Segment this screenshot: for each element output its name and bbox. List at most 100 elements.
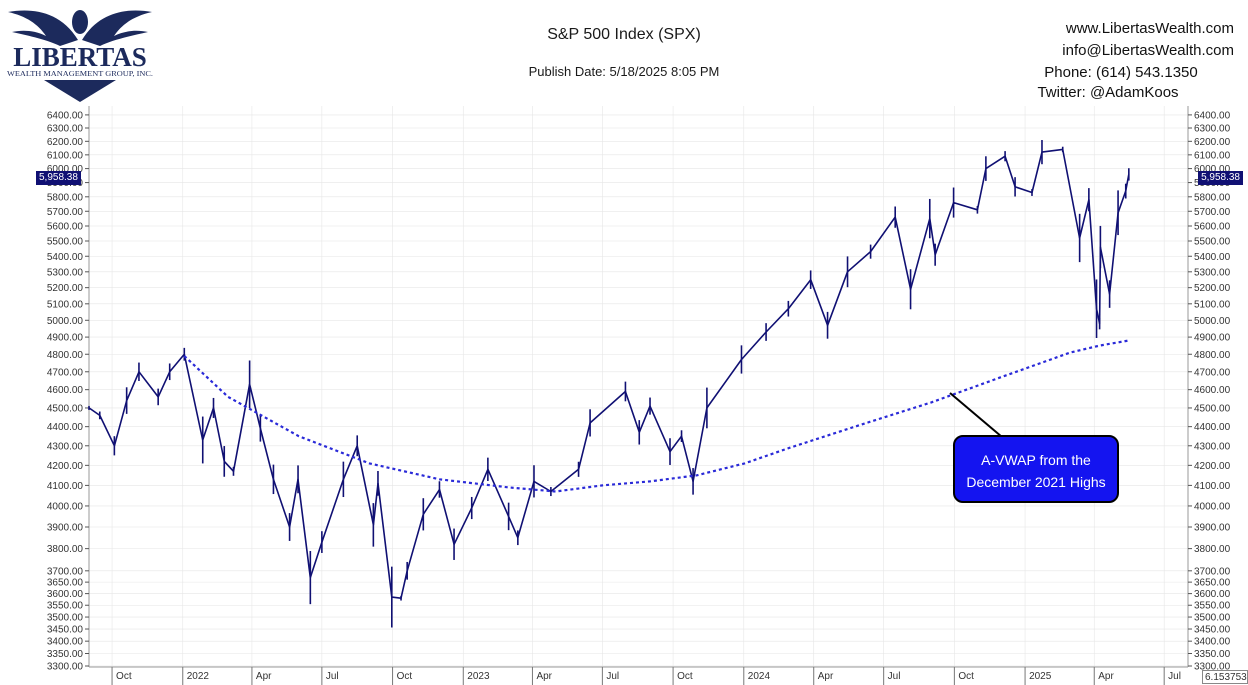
publish-date: Publish Date: 5/18/2025 8:05 PM xyxy=(528,64,720,79)
y-tick-label-right: 5600.00 xyxy=(1194,221,1231,232)
y-tick-label-left: 3800.00 xyxy=(47,544,84,555)
y-tick-label-left: 5800.00 xyxy=(47,192,84,203)
y-tick-label-left: 4900.00 xyxy=(47,333,84,344)
y-tick-label-left: 3650.00 xyxy=(47,578,84,589)
y-tick-label-right: 4800.00 xyxy=(1194,350,1231,361)
y-tick-label-right: 5400.00 xyxy=(1194,252,1231,263)
y-tick-label-left: 6400.00 xyxy=(47,110,84,121)
logo-wordmark: LIBERTAS xyxy=(13,42,147,72)
chart-header: LIBERTAS WEALTH MANAGEMENT GROUP, INC. S… xyxy=(0,0,1248,106)
callout-pointer xyxy=(949,392,1003,438)
y-tick-label-right: 6200.00 xyxy=(1194,137,1231,148)
y-tick-label-left: 4300.00 xyxy=(47,441,84,452)
y-tick-label-left: 4400.00 xyxy=(47,422,84,433)
x-tick-label: Apr xyxy=(536,671,552,682)
x-tick-label: 2025 xyxy=(1029,671,1052,682)
x-tick-label: Oct xyxy=(116,671,132,682)
y-tick-label-right: 6400.00 xyxy=(1194,110,1231,121)
y-tick-label-left: 5200.00 xyxy=(47,283,84,294)
x-tick-label: Apr xyxy=(256,671,272,682)
contact-email[interactable]: info@LibertasWealth.com xyxy=(1062,42,1234,59)
y-tick-label-right: 3800.00 xyxy=(1194,544,1231,555)
corner-value: 6.1537535 xyxy=(1202,670,1248,684)
x-tick-label: Jul xyxy=(606,671,619,682)
y-tick-label-right: 3700.00 xyxy=(1194,566,1231,577)
y-tick-label-left: 5400.00 xyxy=(47,252,84,263)
callout-line-2: December 2021 Highs xyxy=(966,474,1106,490)
y-tick-label-left: 3350.00 xyxy=(47,649,84,660)
contact-twitter[interactable]: Twitter: @AdamKoos xyxy=(1037,84,1179,101)
y-tick-label-left: 4600.00 xyxy=(47,385,84,396)
y-tick-label-left: 3700.00 xyxy=(47,566,84,577)
y-tick-label-right: 4400.00 xyxy=(1194,422,1231,433)
x-tick-label: Jul xyxy=(888,671,901,682)
y-tick-label-right: 4300.00 xyxy=(1194,441,1231,452)
y-tick-label-right: 4200.00 xyxy=(1194,461,1231,472)
y-tick-label-right: 5100.00 xyxy=(1194,299,1231,310)
y-tick-label-left: 3600.00 xyxy=(47,589,84,600)
x-tick-label: Apr xyxy=(818,671,834,682)
y-tick-label-right: 5000.00 xyxy=(1194,316,1231,327)
y-tick-label-right: 3650.00 xyxy=(1194,578,1231,589)
x-tick-label: 2022 xyxy=(187,671,210,682)
y-tick-label-right: 3600.00 xyxy=(1194,589,1231,600)
shield-icon xyxy=(44,80,116,102)
y-tick-label-right: 5800.00 xyxy=(1194,192,1231,203)
y-tick-label-right: 3300.00 xyxy=(1194,662,1231,673)
y-tick-label-left: 3450.00 xyxy=(47,625,84,636)
y-tick-label-right: 4900.00 xyxy=(1194,333,1231,344)
y-tick-label-right: 4100.00 xyxy=(1194,481,1231,492)
y-tick-label-left: 3550.00 xyxy=(47,601,84,612)
y-tick-label-right: 4500.00 xyxy=(1194,403,1231,414)
x-tick-label: Jul xyxy=(1168,671,1181,682)
y-tick-label-right: 5300.00 xyxy=(1194,267,1231,278)
y-tick-label-left: 4200.00 xyxy=(47,461,84,472)
x-tick-label: Oct xyxy=(958,671,974,682)
libertas-logo: LIBERTAS WEALTH MANAGEMENT GROUP, INC. xyxy=(7,10,153,102)
eagle-wings-icon xyxy=(8,10,152,46)
y-tick-label-left: 4000.00 xyxy=(47,501,84,512)
x-tick-label: 2024 xyxy=(748,671,771,682)
y-tick-label-right: 3350.00 xyxy=(1194,649,1231,660)
y-tick-label-left: 4800.00 xyxy=(47,350,84,361)
y-tick-label-right: 6100.00 xyxy=(1194,150,1231,161)
y-tick-label-left: 4500.00 xyxy=(47,403,84,414)
logo-subtext: WEALTH MANAGEMENT GROUP, INC. xyxy=(7,70,153,78)
y-tick-label-left: 6300.00 xyxy=(47,124,84,135)
y-tick-label-right: 3450.00 xyxy=(1194,625,1231,636)
y-tick-label-right: 5500.00 xyxy=(1194,236,1231,247)
y-tick-label-right: 4700.00 xyxy=(1194,367,1231,378)
vwap-callout: A-VWAP from the December 2021 Highs xyxy=(953,435,1119,503)
y-tick-label-right: 5200.00 xyxy=(1194,283,1231,294)
y-tick-label-left: 5700.00 xyxy=(47,207,84,218)
y-tick-label-left: 6100.00 xyxy=(47,150,84,161)
contact-website[interactable]: www.LibertasWealth.com xyxy=(1065,20,1234,37)
y-tick-label-left: 4700.00 xyxy=(47,367,84,378)
y-tick-label-left: 4100.00 xyxy=(47,481,84,492)
y-tick-label-left: 5300.00 xyxy=(47,267,84,278)
y-tick-label-right: 6000.00 xyxy=(1194,164,1231,175)
contact-phone: Phone: (614) 543.1350 xyxy=(1044,64,1198,81)
y-tick-label-left: 5100.00 xyxy=(47,299,84,310)
y-tick-label-right: 4600.00 xyxy=(1194,385,1231,396)
y-tick-label-left: 3400.00 xyxy=(47,637,84,648)
y-tick-label-left: 5500.00 xyxy=(47,236,84,247)
y-tick-label-right: 3500.00 xyxy=(1194,613,1231,624)
last-price-tag-left: 5,958.38 xyxy=(36,171,81,185)
y-tick-label-right: 4000.00 xyxy=(1194,501,1231,512)
y-tick-label-left: 3300.00 xyxy=(47,662,84,673)
y-tick-label-right: 3900.00 xyxy=(1194,523,1231,534)
x-tick-label: 2023 xyxy=(467,671,490,682)
chart-title: S&P 500 Index (SPX) xyxy=(547,26,701,43)
y-tick-label-left: 5600.00 xyxy=(47,221,84,232)
last-price-tag-right: 5,958.38 xyxy=(1198,171,1243,185)
y-tick-label-left: 6000.00 xyxy=(47,164,84,175)
x-tick-label: Jul xyxy=(326,671,339,682)
y-tick-label-left: 3500.00 xyxy=(47,613,84,624)
x-tick-label: Oct xyxy=(677,671,693,682)
callout-line-1: A-VWAP from the xyxy=(981,452,1091,468)
x-tick-label: Apr xyxy=(1098,671,1114,682)
y-tick-label-right: 3550.00 xyxy=(1194,601,1231,612)
y-tick-label-left: 5000.00 xyxy=(47,316,84,327)
